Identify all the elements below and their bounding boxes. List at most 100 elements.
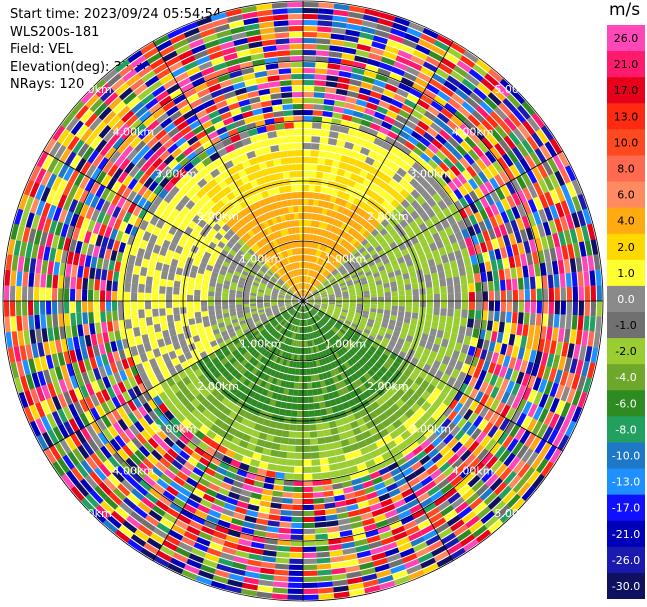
velocity-cell — [16, 315, 23, 331]
velocity-cell — [358, 338, 366, 345]
velocity-cell — [272, 355, 279, 363]
velocity-cell — [189, 493, 203, 504]
velocity-cell — [332, 283, 339, 288]
velocity-cell — [326, 69, 340, 76]
velocity-cell — [40, 287, 46, 301]
velocity-cell — [384, 301, 391, 306]
velocity-cell — [296, 312, 300, 319]
velocity-cell — [249, 547, 264, 555]
velocity-cell — [548, 287, 554, 301]
velocity-cell — [297, 312, 300, 319]
velocity-cell — [345, 243, 353, 251]
velocity-cell — [237, 423, 247, 433]
velocity-cell — [399, 462, 411, 472]
velocity-cell — [342, 298, 349, 301]
velocity-cell — [277, 334, 283, 341]
velocity-cell — [153, 527, 168, 540]
velocity-cell — [518, 289, 524, 301]
velocity-cell — [333, 3, 350, 11]
velocity-cell — [380, 241, 389, 249]
velocity-cell — [379, 228, 388, 237]
velocity-cell — [347, 576, 363, 585]
velocity-cell — [589, 270, 596, 286]
velocity-cell — [377, 288, 384, 294]
velocity-cell — [436, 380, 446, 391]
velocity-cell — [400, 209, 410, 219]
velocity-cell — [208, 482, 221, 492]
velocity-cell — [340, 238, 347, 246]
velocity-cell — [404, 408, 415, 419]
velocity-cell — [308, 396, 314, 403]
velocity-cell — [346, 210, 354, 218]
velocity-cell — [494, 125, 508, 139]
velocity-cell — [324, 215, 331, 224]
velocity-cell — [216, 466, 228, 476]
velocity-cell — [315, 235, 321, 243]
velocity-cell — [587, 255, 595, 271]
velocity-cell — [415, 396, 426, 407]
velocity-cell — [469, 202, 479, 214]
velocity-cell — [173, 307, 180, 315]
velocity-cell — [307, 347, 312, 354]
velocity-cell — [379, 428, 390, 438]
velocity-cell — [353, 251, 361, 259]
velocity-cell — [94, 290, 100, 301]
velocity-cell — [116, 465, 130, 479]
velocity-cell — [415, 195, 426, 206]
velocity-cell — [245, 472, 257, 480]
velocity-cell — [451, 148, 463, 161]
velocity-cell — [512, 478, 527, 494]
velocity-cell — [326, 287, 333, 292]
velocity-cell — [284, 473, 294, 480]
velocity-cell — [487, 362, 497, 374]
velocity-cell — [326, 526, 340, 533]
velocity-cell — [370, 191, 380, 201]
velocity-cell — [475, 529, 492, 543]
velocity-cell — [195, 482, 208, 493]
velocity-cell — [407, 265, 416, 273]
velocity-cell — [452, 379, 463, 391]
velocity-cell — [321, 295, 328, 299]
velocity-cell — [88, 278, 95, 291]
velocity-cell — [229, 523, 243, 532]
velocity-cell — [367, 150, 378, 160]
velocity-cell — [338, 70, 352, 78]
velocity-cell — [308, 333, 312, 340]
velocity-cell — [555, 384, 565, 400]
velocity-cell — [378, 444, 389, 455]
velocity-cell — [458, 208, 468, 220]
velocity-cell — [494, 342, 502, 354]
velocity-cell — [476, 141, 489, 154]
velocity-cell — [374, 29, 390, 39]
velocity-cell — [159, 315, 167, 324]
velocity-cell — [318, 221, 324, 229]
velocity-cell — [504, 221, 514, 235]
velocity-cell — [17, 256, 25, 272]
velocity-cell — [590, 346, 599, 364]
velocity-cell — [303, 445, 311, 452]
velocity-cell — [434, 165, 445, 177]
velocity-cell — [322, 201, 330, 209]
velocity-cell — [376, 105, 389, 115]
velocity-cell — [320, 186, 328, 194]
velocity-cell — [236, 297, 243, 301]
velocity-cell — [332, 314, 339, 319]
velocity-cell — [319, 328, 325, 335]
velocity-cell — [269, 361, 276, 369]
velocity-cell — [262, 488, 273, 496]
velocity-cell — [305, 283, 308, 290]
velocity-cell — [326, 209, 333, 217]
velocity-cell — [543, 176, 555, 192]
velocity-cell — [334, 307, 342, 312]
velocity-cell — [564, 420, 577, 437]
velocity-cell — [445, 169, 457, 181]
velocity-cell — [332, 344, 339, 352]
velocity-cell — [384, 408, 394, 418]
velocity-cell — [307, 303, 313, 308]
velocity-cell — [429, 265, 438, 274]
velocity-cell — [410, 130, 423, 141]
velocity-cell — [389, 403, 400, 413]
velocity-cell — [320, 292, 327, 296]
velocity-cell — [314, 303, 321, 306]
velocity-cell — [342, 148, 352, 157]
